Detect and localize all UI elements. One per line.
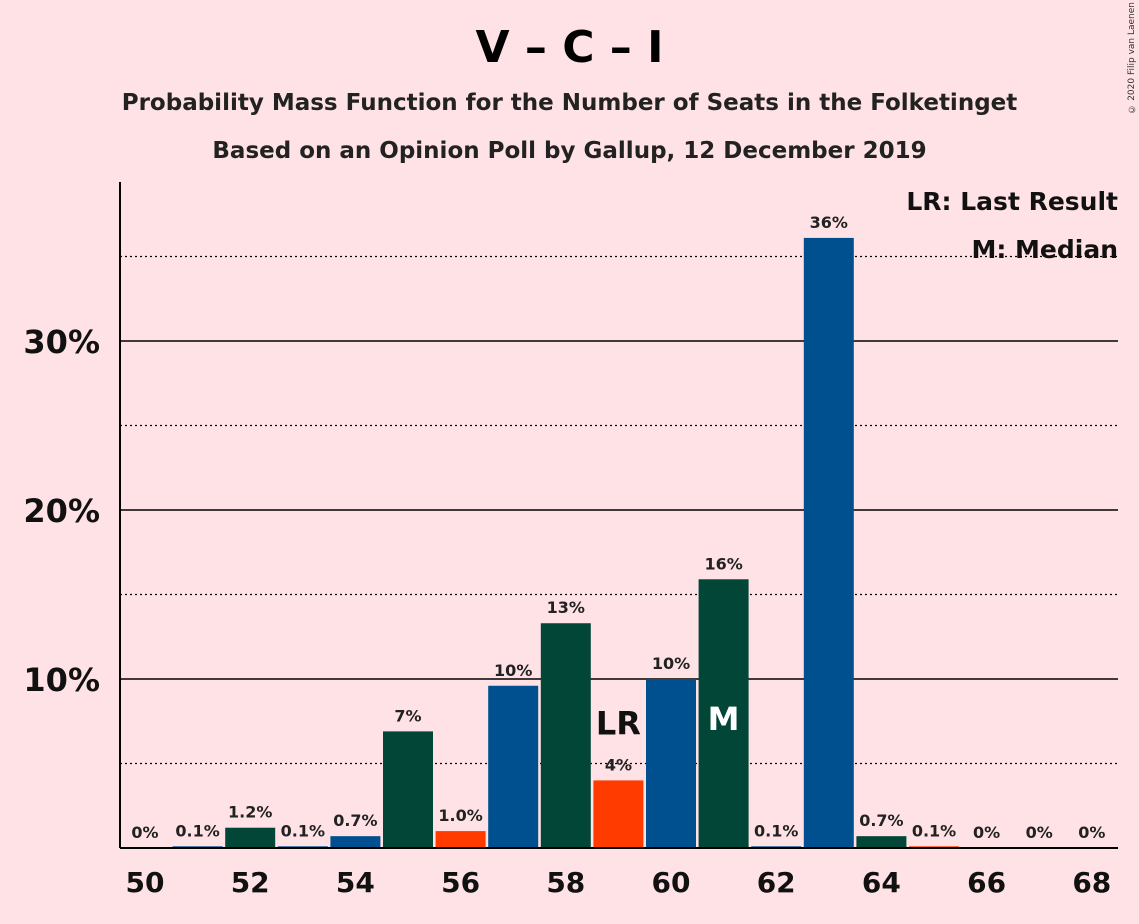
data-label-seat-62: 0.1% — [754, 821, 798, 840]
data-label-seat-52: 1.2% — [228, 803, 272, 822]
x-tick-label: 64 — [862, 866, 901, 899]
bar-seat-61 — [698, 579, 749, 848]
data-label-seat-55: 7% — [394, 706, 421, 725]
x-tick-label: 66 — [967, 866, 1006, 899]
data-label-seat-67: 0% — [1026, 823, 1053, 842]
bar-seat-57 — [488, 685, 539, 848]
bar-seat-58 — [540, 623, 591, 848]
data-label-seat-63: 36% — [810, 213, 848, 232]
data-label-seat-58: 13% — [547, 598, 585, 617]
x-tick-label: 56 — [441, 866, 480, 899]
legend-median: M: Median — [971, 235, 1118, 264]
data-label-seat-53: 0.1% — [281, 821, 325, 840]
bar-seat-60 — [646, 679, 696, 848]
y-tick-label: 10% — [23, 661, 100, 699]
bar-seat-63 — [803, 237, 854, 848]
data-label-seat-51: 0.1% — [175, 821, 219, 840]
chart-title: V – C – I — [475, 22, 664, 73]
x-tick-label: 52 — [231, 866, 270, 899]
gridlines — [120, 255, 1118, 765]
x-tick-label: 60 — [652, 866, 691, 899]
data-label-seat-61: 16% — [704, 554, 742, 573]
y-tick-labels: 10% 20% 30% — [23, 323, 100, 699]
x-tick-label: 50 — [126, 866, 165, 899]
data-label-seat-59: 4% — [605, 755, 632, 774]
axes — [119, 182, 1118, 849]
y-tick-label: 30% — [23, 323, 100, 361]
data-label-seat-64: 0.7% — [859, 811, 903, 830]
chart-subtitle: Probability Mass Function for the Number… — [121, 90, 1018, 116]
bar-seat-56 — [435, 831, 486, 848]
data-label-seat-56: 1.0% — [438, 806, 482, 825]
x-tick-labels: 50 52 54 56 58 60 62 64 66 68 — [126, 866, 1112, 899]
data-label-seat-57: 10% — [494, 661, 532, 680]
data-label-seat-68: 0% — [1078, 823, 1105, 842]
legend-last-result: LR: Last Result — [906, 187, 1118, 216]
data-label-seat-65: 0.1% — [912, 821, 956, 840]
data-label-seat-54: 0.7% — [333, 811, 377, 830]
last-result-marker: LR — [596, 704, 641, 742]
chart-subtitle-source: Based on an Opinion Poll by Gallup, 12 D… — [212, 138, 927, 164]
bar-seat-64 — [856, 836, 907, 848]
bar-seat-54 — [330, 836, 381, 848]
bars — [172, 237, 959, 848]
bar-seat-59 — [593, 780, 644, 848]
x-tick-label: 62 — [757, 866, 796, 899]
x-tick-label: 68 — [1072, 866, 1111, 899]
data-label-seat-50: 0% — [131, 823, 158, 842]
x-tick-label: 54 — [336, 866, 375, 899]
x-tick-label: 58 — [546, 866, 585, 899]
median-marker: M — [708, 700, 740, 738]
bar-seat-52 — [225, 827, 276, 848]
data-labels: 0% 0.1% 1.2% 0.1% 0.7% 7% 1.0% 10% 13% 4% 10% 16% 0.… — [131, 213, 1105, 842]
bar-seat-55 — [383, 731, 433, 848]
data-label-seat-66: 0% — [973, 823, 1000, 842]
data-label-seat-60: 10% — [652, 654, 690, 673]
y-tick-label: 20% — [23, 492, 100, 530]
